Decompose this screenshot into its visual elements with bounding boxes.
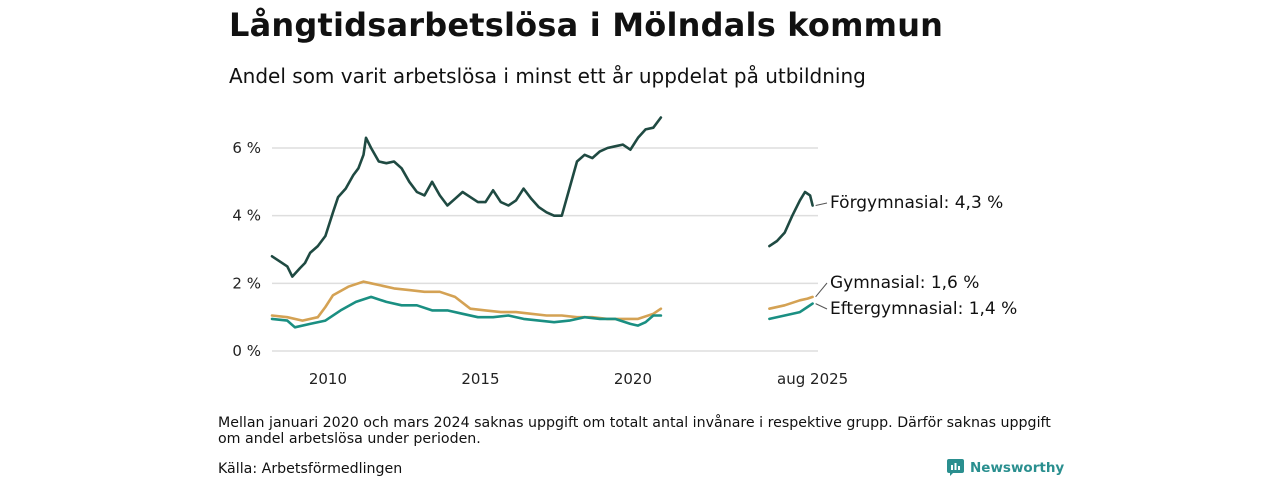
series-lines: [270, 116, 814, 329]
label-leader: [815, 202, 828, 207]
x-tick-label: 2010: [309, 370, 347, 388]
x-axis-ticks: 2010 2015 2020 aug 2025: [309, 370, 848, 388]
series-end-labels: Förgymnasial: 4,3 % Gymnasial: 1,6 % Efter…: [815, 193, 1017, 319]
series-line-förgymnasial: [768, 190, 814, 248]
series-line-eftergymnasial: [768, 302, 814, 321]
y-tick-label: 2 %: [232, 274, 261, 292]
newsworthy-logo-icon: [947, 459, 964, 476]
series-end-label: Förgymnasial: 4,3 %: [830, 193, 1003, 213]
gridlines: [272, 147, 818, 352]
line-chart: 0 % 2 % 4 % 6 % 2010 2015 2020 aug 2025 Förgym…: [232, 116, 1017, 388]
label-leader: [815, 282, 828, 298]
brand-name: Newsworthy: [970, 459, 1065, 476]
x-tick-label: aug 2025: [777, 370, 848, 388]
chart-subtitle: Andel som varit arbetslösa i minst ett å…: [229, 64, 866, 88]
y-tick-label: 4 %: [232, 207, 261, 225]
series-end-label: Gymnasial: 1,6 %: [830, 273, 979, 293]
x-tick-label: 2020: [614, 370, 652, 388]
x-tick-label: 2015: [461, 370, 499, 388]
brand-logo[interactable]: Newsworthy: [947, 459, 1064, 476]
label-leader: [815, 303, 828, 310]
y-tick-label: 6 %: [232, 139, 261, 157]
y-tick-label: 0 %: [232, 342, 261, 360]
series-line-eftergymnasial: [270, 295, 663, 329]
series-end-label: Eftergymnasial: 1,4 %: [830, 299, 1017, 319]
source-text: Källa: Arbetsförmedlingen: [218, 461, 403, 477]
chart-title: Långtidsarbetslösa i Mölndals kommun: [229, 6, 944, 44]
y-axis-ticks: 0 % 2 % 4 % 6 %: [232, 139, 261, 360]
series-line-gymnasial: [768, 295, 814, 310]
series-line-förgymnasial: [270, 116, 663, 278]
footnote: Mellan januari 2020 och mars 2024 saknas…: [218, 415, 1051, 447]
